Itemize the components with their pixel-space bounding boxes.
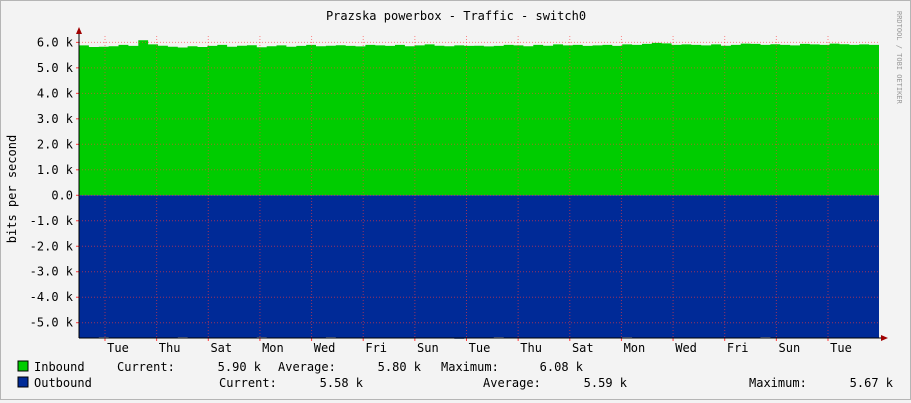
x-tick-label: Mon <box>262 341 284 355</box>
y-tick-label: -2.0 k <box>30 239 74 253</box>
y-tick-label: -1.0 k <box>30 214 74 228</box>
y-tick-label: -5.0 k <box>30 316 74 330</box>
x-tick-label: Sat <box>572 341 594 355</box>
x-axis-arrow <box>881 335 888 341</box>
y-tick-label: -3.0 k <box>30 265 74 279</box>
y-tick-label: 1.0 k <box>37 163 74 177</box>
legend-swatch-outbound <box>17 376 29 388</box>
legend-stat-label: Average: <box>483 376 541 390</box>
y-tick-label: 6.0 k <box>37 35 74 49</box>
legend-name-inbound: Inbound <box>34 360 85 374</box>
x-tick-label: Wed <box>314 341 336 355</box>
x-tick-label: Fri <box>365 341 387 355</box>
legend-stat-value: 6.08 k <box>540 360 584 374</box>
legend-name-outbound: Outbound <box>34 376 92 390</box>
y-tick-label: 0.0 <box>51 188 73 202</box>
x-tick-label: Wed <box>675 341 697 355</box>
x-tick-label: Mon <box>624 341 646 355</box>
y-tick-label: 3.0 k <box>37 112 74 126</box>
legend-stat-label: Current: <box>219 376 277 390</box>
legend-stat-value: 5.59 k <box>584 376 628 390</box>
outbound-area <box>79 195 879 339</box>
legend-stat-label: Average: <box>278 360 336 374</box>
legend-stat-value: 5.67 k <box>850 376 894 390</box>
legend-stat-value: 5.90 k <box>218 360 262 374</box>
x-tick-label: Sun <box>417 341 439 355</box>
y-tick-label: -4.0 k <box>30 290 74 304</box>
y-axis-label: bits per second <box>5 135 19 243</box>
legend-stat-value: 5.58 k <box>320 376 364 390</box>
y-tick-label: 2.0 k <box>37 137 74 151</box>
y-tick-label: 5.0 k <box>37 61 74 75</box>
x-tick-label: Sun <box>779 341 801 355</box>
x-tick-label: Fri <box>727 341 749 355</box>
x-tick-label: Tue <box>469 341 491 355</box>
y-tick-label: 4.0 k <box>37 86 74 100</box>
x-tick-label: Thu <box>520 341 542 355</box>
x-tick-label: Sat <box>210 341 232 355</box>
rrdtool-watermark: RRDTOOL / TOBI OETIKER <box>895 11 903 105</box>
inbound-area <box>79 40 879 196</box>
y-axis-arrow <box>76 27 82 34</box>
x-tick-label: Tue <box>830 341 852 355</box>
legend-stat-label: Maximum: <box>441 360 499 374</box>
chart-title: Prazska powerbox - Traffic - switch0 <box>326 9 586 23</box>
legend-stat-label: Current: <box>117 360 175 374</box>
legend-swatch-inbound <box>17 360 29 372</box>
legend-stat-value: 5.80 k <box>378 360 422 374</box>
legend-stat-label: Maximum: <box>749 376 807 390</box>
x-tick-label: Thu <box>159 341 181 355</box>
x-tick-label: Tue <box>107 341 129 355</box>
